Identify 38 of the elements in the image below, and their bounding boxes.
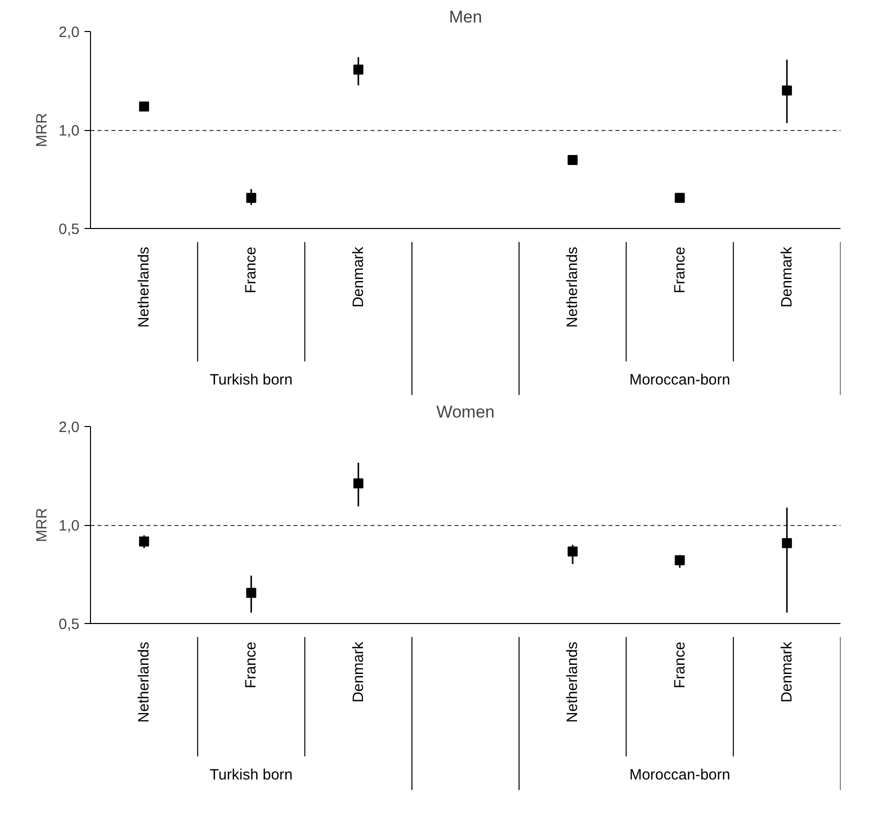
point bbox=[246, 588, 256, 598]
point bbox=[674, 192, 685, 203]
point bbox=[139, 101, 150, 112]
y-tick-label: 1,0 bbox=[58, 518, 80, 534]
point bbox=[674, 555, 685, 566]
chart-title: Women bbox=[436, 402, 495, 422]
y-tick-label: 2,0 bbox=[58, 419, 80, 436]
x-tick-label: Denmark bbox=[350, 641, 367, 703]
x-tick-label: Netherlands bbox=[136, 246, 153, 328]
text: Turkish born bbox=[210, 372, 293, 388]
y-tick-label: 1,0 bbox=[58, 122, 80, 140]
point bbox=[568, 154, 578, 165]
point bbox=[246, 192, 256, 203]
text: Turkish born bbox=[210, 766, 293, 784]
point bbox=[568, 546, 578, 556]
y-tick-label: 2,0 bbox=[58, 24, 80, 41]
x-tick-label: Denmark bbox=[778, 246, 796, 308]
x-tick-label: France bbox=[671, 642, 688, 688]
y-tick-label: 0,5 bbox=[58, 616, 80, 633]
text: Moroccan-born bbox=[629, 766, 730, 784]
y-axis-title: MRR bbox=[34, 508, 51, 542]
point bbox=[782, 86, 792, 96]
x-tick-label: Netherlands bbox=[564, 246, 582, 328]
y-axis-title: MRR bbox=[34, 112, 51, 148]
x-tick-label: France bbox=[671, 246, 688, 294]
y-tick-label: 0,5 bbox=[58, 221, 80, 238]
x-tick-label: France bbox=[242, 246, 260, 294]
point bbox=[353, 64, 364, 75]
x-tick-label: Netherlands bbox=[564, 642, 582, 723]
chart-title: Men bbox=[448, 8, 482, 26]
point bbox=[353, 478, 364, 488]
x-tick-label: France bbox=[242, 642, 260, 688]
x-tick-label: Netherlands bbox=[136, 642, 153, 723]
point bbox=[139, 536, 150, 547]
point bbox=[782, 538, 792, 548]
x-tick-label: Denmark bbox=[778, 641, 796, 703]
text: Moroccan-born bbox=[629, 372, 730, 388]
x-tick-label: Denmark bbox=[350, 246, 367, 308]
